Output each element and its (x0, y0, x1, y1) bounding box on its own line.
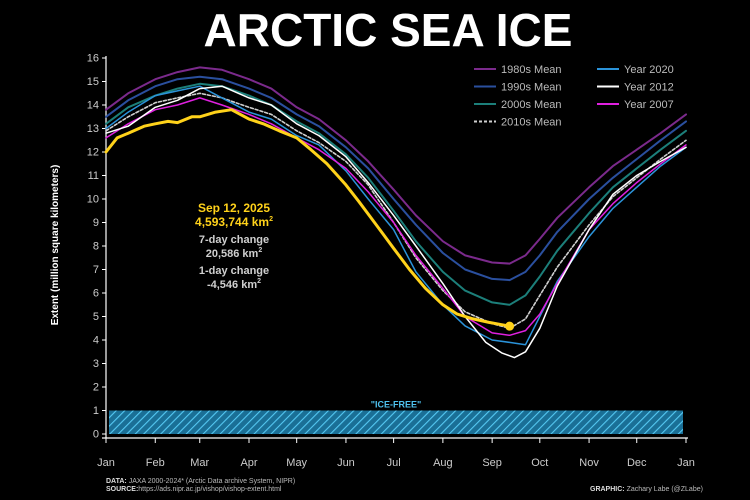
y-tick-label: 3 (93, 358, 99, 370)
current-value-annotation: Sep 12, 2025 4,593,744 km2 7-day change … (195, 201, 273, 291)
legend-entry: 1990s Mean (474, 82, 562, 94)
annotation-1day-number: -4,546 km (207, 279, 257, 291)
annotation-date: Sep 12, 2025 (198, 201, 270, 215)
x-tick-label: Dec (627, 457, 647, 469)
legend-entry: Year 2020 (597, 64, 674, 76)
footer-credits: DATA: JAXA 2000-2024* (Arctic Data archi… (106, 478, 295, 494)
legend-label: 2010s Mean (501, 117, 562, 129)
legend-entry: Year 2012 (597, 82, 674, 94)
annotation-1day-sup: 2 (257, 278, 261, 285)
annotation-7day-number: 20,586 km (206, 248, 259, 260)
ice-free-zone: "ICE-FREE" (109, 400, 683, 434)
footer-graphic-credit: GRAPHIC: Zachary Labe (@ZLabe) (590, 486, 703, 494)
y-tick-label: 4 (93, 335, 99, 347)
series-layer (104, 66, 687, 359)
x-tick-label: Mar (190, 457, 209, 469)
y-tick-label: 1 (93, 405, 99, 417)
y-tick-label: 10 (87, 194, 99, 206)
annotation-extent-sup: 2 (269, 216, 273, 223)
legend-entry: 1980s Mean (474, 64, 562, 76)
y-axis-label: Extent (million square kilometers) (50, 165, 61, 326)
series-line-1990s-mean (105, 75, 687, 282)
annotation-1day-value: -4,546 km2 (207, 278, 261, 291)
legend-label: 1990s Mean (501, 82, 562, 94)
series-line-2000s-mean (105, 82, 687, 306)
x-tick-label: May (286, 457, 307, 469)
x-tick-label: Jan (677, 457, 695, 469)
annotation-1day-label: 1-day change (199, 265, 269, 277)
series-line-1980s-mean (105, 66, 687, 265)
x-tick-label: Feb (146, 457, 165, 469)
y-tick-label: 7 (93, 264, 99, 276)
legend-entry: 2010s Mean (474, 117, 562, 129)
x-tick-label: Aug (433, 457, 453, 469)
x-tick-label: Jul (387, 457, 401, 469)
series-line-year-2007 (105, 97, 687, 337)
y-tick-label: 16 (87, 53, 99, 65)
x-tick-label: Apr (240, 457, 257, 469)
annotation-7day-sup: 2 (258, 247, 262, 254)
chart-title: ARCTIC SEA ICE (204, 4, 573, 56)
annotation-extent: 4,593,744 km2 (195, 215, 273, 229)
y-tick-label: 0 (93, 429, 99, 441)
series-line-2025 (104, 108, 512, 328)
ice-free-label: "ICE-FREE" (371, 400, 422, 410)
y-tick-label: 15 (87, 76, 99, 88)
legend-label: 2000s Mean (501, 99, 562, 111)
legend-label: Year 2012 (624, 82, 674, 94)
y-tick-label: 13 (87, 123, 99, 135)
y-tick-label: 11 (88, 170, 99, 182)
series-line-2010s-mean (105, 92, 687, 330)
series-line-year-2012 (105, 85, 687, 359)
y-tick-label: 14 (87, 100, 99, 112)
annotation-7day-value: 20,586 km2 (206, 247, 263, 260)
x-tick-label: Sep (482, 457, 502, 469)
x-tick-label: Jun (337, 457, 355, 469)
legend-label: Year 2007 (624, 99, 674, 111)
x-tick-label: Jan (97, 457, 115, 469)
footer-source-line: SOURCE:https://ads.nipr.ac.jp/vishop/vis… (106, 486, 295, 494)
footer-data-line: DATA: JAXA 2000-2024* (Arctic Data archi… (106, 478, 295, 486)
ice-free-band (109, 410, 683, 434)
y-tick-label: 5 (93, 311, 99, 323)
legend-label: 1980s Mean (501, 64, 562, 76)
footer-data-text: JAXA 2000-2024* (Arctic Data archive Sys… (128, 478, 296, 485)
y-tick-label: 9 (93, 217, 99, 229)
annotation-7day-label: 7-day change (199, 234, 269, 246)
legend-entry: Year 2007 (597, 99, 674, 111)
y-tick-label: 8 (93, 241, 99, 253)
y-tick-label: 6 (93, 288, 99, 300)
footer-source-label: SOURCE: (106, 486, 139, 493)
y-tick-label: 2 (93, 382, 99, 394)
annotation-extent-value: 4,593,744 km (195, 215, 269, 229)
y-tick-label: 12 (87, 147, 99, 159)
footer-source-text: https://ads.nipr.ac.jp/vishop/vishop-ext… (138, 486, 282, 493)
legend-label: Year 2020 (624, 64, 674, 76)
footer-data-label: DATA: (106, 478, 127, 485)
x-tick-label: Oct (531, 457, 548, 469)
legend: 1980s Mean 1990s Mean 2000s Mean 2010s Mean… (474, 64, 674, 129)
legend-entry: 2000s Mean (474, 99, 562, 111)
footer-graphic-text: Zachary Labe (@ZLabe) (626, 486, 703, 493)
current-value-marker (505, 321, 515, 331)
x-tick-label: Nov (579, 457, 599, 469)
footer-graphic-label: GRAPHIC: (590, 486, 625, 493)
